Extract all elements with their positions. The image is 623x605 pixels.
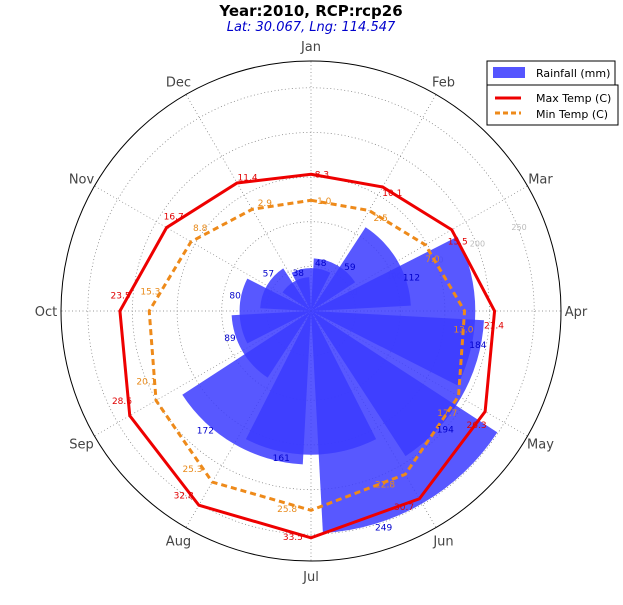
month-label: Mar xyxy=(528,173,553,188)
max-temp-value-label: 32.8 xyxy=(174,492,194,502)
min-temp-value-label: 2.5 xyxy=(373,214,387,224)
legend-box-bottom xyxy=(486,84,619,126)
month-label: Sep xyxy=(69,438,94,453)
legend-rainfall-swatch xyxy=(493,67,525,78)
month-labels: Jan Feb Mar Apr May Jun Jul Aug Sep Oct Nov Dec xyxy=(35,40,588,585)
min-temp-value-label: 25.8 xyxy=(277,505,297,515)
rainfall-value-label: 194 xyxy=(437,426,454,436)
rainfall-value-label: 112 xyxy=(403,273,420,283)
min-temp-value-label: 20.1 xyxy=(136,377,156,387)
month-label: Aug xyxy=(166,534,191,549)
min-temp-value-label: 15.3 xyxy=(140,288,160,298)
rainfall-value-label: 249 xyxy=(375,523,392,533)
rainfall-bar xyxy=(282,277,311,311)
max-temp-line xyxy=(118,172,497,540)
min-temp-value-label: 13.0 xyxy=(453,325,473,335)
temperature-lines xyxy=(118,172,497,540)
legend: Rainfall (mm) Max Temp (C) Min Temp (C) xyxy=(486,60,619,126)
rainfall-value-label: 38 xyxy=(293,269,305,279)
legend-rainfall-label: Rainfall (mm) xyxy=(536,67,610,80)
grid-ring xyxy=(87,87,535,535)
rainfall-value-label: 184 xyxy=(469,341,486,351)
max-temp-value-label: 28.6 xyxy=(112,397,132,407)
polar-grid: 50100150200250 xyxy=(60,60,562,562)
max-temp-value-label: 26.3 xyxy=(467,421,487,431)
month-label: Feb xyxy=(432,76,455,91)
rainfall-value-label: 89 xyxy=(224,334,236,344)
rainfall-bars xyxy=(182,227,498,534)
polar-frame xyxy=(60,60,562,562)
min-temp-value-label: 1.0 xyxy=(317,197,332,207)
min-temp-value-label: 22.8 xyxy=(375,480,395,490)
min-temp-value-label: 7.0 xyxy=(425,255,440,265)
month-label: Apr xyxy=(565,305,588,320)
legend-max-temp-label: Max Temp (C) xyxy=(536,92,611,105)
max-temp-value-label: 30.7 xyxy=(394,503,414,513)
min-temp-value-label: 25.3 xyxy=(182,465,202,475)
max-temp-value-label: 23.5 xyxy=(111,292,131,302)
legend-min-temp-label: Min Temp (C) xyxy=(536,108,608,121)
max-temp-value-label: 33.5 xyxy=(283,533,303,543)
value-labels: 48 59 112 184 194 249 161 172 89 80 57 38 8.3 10.1 15.… xyxy=(111,171,505,543)
rainfall-value-label: 59 xyxy=(344,263,356,273)
max-temp-value-label: 16.7 xyxy=(164,212,184,222)
rainfall-bar xyxy=(239,278,311,344)
rainfall-bar xyxy=(311,311,498,534)
min-temp-value-label: 2.9 xyxy=(258,199,273,209)
chart-subtitle: Lat: 30.067, Lng: 114.547 xyxy=(227,20,396,35)
month-label: Nov xyxy=(69,173,95,188)
min-temp-value-label: 17.7 xyxy=(437,409,457,419)
radial-tick-label: 200 xyxy=(470,239,485,248)
max-temp-value-label: 10.1 xyxy=(382,189,402,199)
max-temp-value-label: 11.4 xyxy=(238,173,258,183)
month-label: May xyxy=(527,438,554,453)
rainfall-value-label: 80 xyxy=(229,292,241,302)
month-label: Oct xyxy=(35,305,57,320)
month-label: Jan xyxy=(300,40,321,55)
month-label: Dec xyxy=(166,76,191,91)
rainfall-value-label: 57 xyxy=(263,269,274,279)
month-label: Jul xyxy=(302,570,319,585)
radial-tick-label: 250 xyxy=(511,223,526,232)
rainfall-value-label: 161 xyxy=(273,454,290,464)
chart-title: Year:2010, RCP:rcp26 xyxy=(218,2,402,20)
rainfall-value-label: 172 xyxy=(197,427,214,437)
max-temp-value-label: 21.4 xyxy=(484,322,504,332)
min-temp-value-label: 8.8 xyxy=(193,224,208,234)
max-temp-value-label: 8.3 xyxy=(315,171,329,181)
min-temp-line xyxy=(147,198,467,512)
rainfall-value-label: 48 xyxy=(315,259,327,269)
month-label: Jun xyxy=(432,534,453,549)
max-temp-value-label: 15.5 xyxy=(448,237,468,247)
